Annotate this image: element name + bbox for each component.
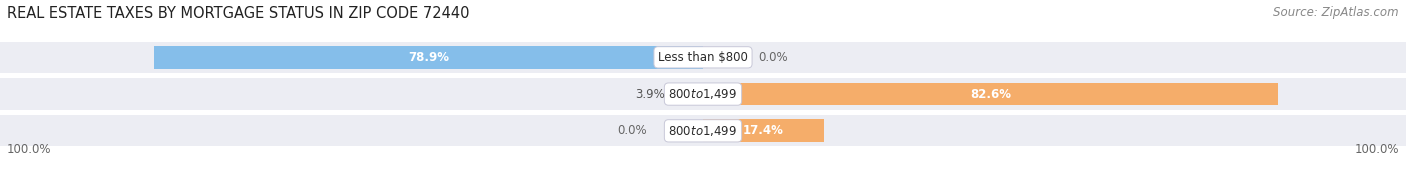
Text: 82.6%: 82.6% [970,88,1011,101]
Text: 3.9%: 3.9% [636,88,665,101]
Bar [0,42,1406,73]
Text: 17.4%: 17.4% [744,124,785,137]
Bar [703,83,1278,105]
Bar [0,78,1406,110]
Text: Less than $800: Less than $800 [658,51,748,64]
Text: 0.0%: 0.0% [759,51,789,64]
Text: $800 to $1,499: $800 to $1,499 [668,124,738,138]
Bar [0,115,1406,146]
Text: $800 to $1,499: $800 to $1,499 [668,87,738,101]
Text: REAL ESTATE TAXES BY MORTGAGE STATUS IN ZIP CODE 72440: REAL ESTATE TAXES BY MORTGAGE STATUS IN … [7,6,470,21]
Text: 100.0%: 100.0% [7,143,52,156]
Bar [676,83,703,105]
Text: 0.0%: 0.0% [617,124,647,137]
Text: Source: ZipAtlas.com: Source: ZipAtlas.com [1274,6,1399,19]
Bar [153,46,703,69]
Text: 78.9%: 78.9% [408,51,449,64]
Bar [703,119,824,142]
Text: 100.0%: 100.0% [1354,143,1399,156]
